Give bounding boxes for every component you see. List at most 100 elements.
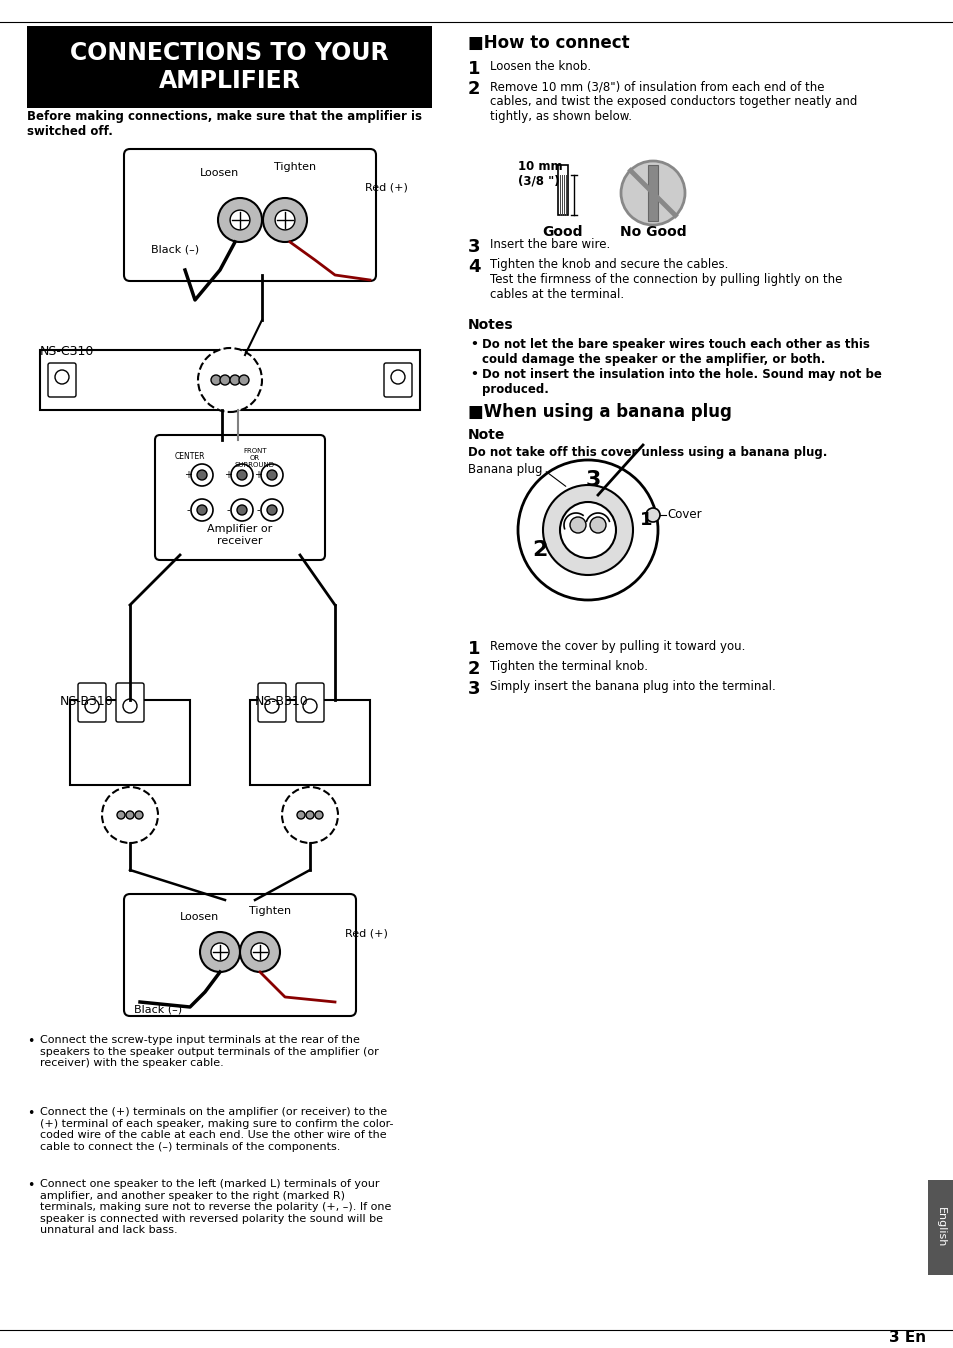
Text: Black (–): Black (–) [133,1006,182,1015]
Text: 10 mm
(3/8 "): 10 mm (3/8 ") [517,160,562,187]
Circle shape [85,700,99,713]
Circle shape [261,499,283,520]
Circle shape [391,369,405,384]
Text: Good: Good [542,225,582,239]
Text: +: + [184,470,192,480]
Bar [27,26,432,108]
Circle shape [517,460,658,600]
Text: ■How to connect: ■How to connect [468,34,629,53]
Text: Banana plug: Banana plug [468,464,542,476]
Text: CONNECTIONS TO YOUR
AMPLIFIER: CONNECTIONS TO YOUR AMPLIFIER [71,40,389,93]
Text: -: - [226,506,230,515]
Text: Connect one speaker to the left (marked L) terminals of your
amplifier, and anot: Connect one speaker to the left (marked … [40,1180,391,1235]
FancyBboxPatch shape [154,435,325,559]
Circle shape [191,499,213,520]
Text: •: • [27,1107,34,1120]
FancyBboxPatch shape [384,363,412,398]
Text: Tighten: Tighten [274,162,315,173]
Circle shape [303,700,316,713]
Circle shape [236,470,247,480]
Text: 2: 2 [468,661,480,678]
Circle shape [267,470,276,480]
Circle shape [135,811,143,820]
Text: Connect the screw-type input terminals at the rear of the
speakers to the speake: Connect the screw-type input terminals a… [40,1035,378,1068]
Circle shape [200,931,240,972]
Circle shape [196,470,207,480]
Circle shape [126,811,133,820]
Text: Loosen: Loosen [180,913,219,922]
Circle shape [211,375,221,386]
Text: Tighten the knob and secure the cables.
Test the firmness of the connection by p: Tighten the knob and secure the cables. … [490,257,841,301]
Text: 1: 1 [468,640,480,658]
Text: 3: 3 [468,679,480,698]
Circle shape [218,198,262,243]
Circle shape [198,348,262,412]
Circle shape [306,811,314,820]
Circle shape [569,518,585,532]
Circle shape [211,944,229,961]
Circle shape [231,464,253,487]
Bar [647,164,658,221]
Text: •: • [470,338,477,350]
Text: -: - [256,506,259,515]
Text: •: • [27,1180,34,1192]
Text: Loosen the knob.: Loosen the knob. [490,61,591,73]
Text: Red (+): Red (+) [345,927,388,938]
Text: Before making connections, make sure that the amplifier is
switched off.: Before making connections, make sure tha… [27,111,421,137]
Circle shape [559,501,616,558]
Text: 3: 3 [585,470,600,491]
Bar [558,164,567,214]
Text: Connect the (+) terminals on the amplifier (or receiver) to the
(+) terminal of : Connect the (+) terminals on the amplifi… [40,1107,393,1151]
Text: Loosen: Loosen [200,168,239,178]
Text: Do not let the bare speaker wires touch each other as this
could damage the spea: Do not let the bare speaker wires touch … [481,338,869,367]
Text: Do not insert the insulation into the hole. Sound may not be
produced.: Do not insert the insulation into the ho… [481,368,881,396]
Text: 1: 1 [639,511,652,528]
Text: FRONT
OR
SURROUND: FRONT OR SURROUND [234,448,274,468]
FancyBboxPatch shape [48,363,76,398]
Text: NS-C310: NS-C310 [40,345,94,359]
Text: +: + [253,470,262,480]
Circle shape [230,375,240,386]
Text: Black (–): Black (–) [151,245,199,255]
Text: No Good: No Good [619,225,685,239]
Circle shape [267,506,276,515]
Circle shape [265,700,278,713]
FancyBboxPatch shape [124,894,355,1016]
Circle shape [231,499,253,520]
Circle shape [220,375,230,386]
Text: •: • [470,368,477,381]
Circle shape [191,464,213,487]
Text: Remove the cover by pulling it toward you.: Remove the cover by pulling it toward yo… [490,640,744,652]
Text: 3: 3 [468,239,480,256]
Text: •: • [27,1035,34,1047]
Text: Cover: Cover [666,508,700,522]
Circle shape [230,210,250,231]
Bar [40,350,419,410]
FancyBboxPatch shape [257,683,286,723]
Text: 2: 2 [532,541,547,559]
Bar [70,700,190,785]
Text: 4: 4 [468,257,480,276]
Circle shape [239,375,249,386]
Circle shape [645,508,659,522]
Text: Tighten: Tighten [249,906,291,917]
Circle shape [263,198,307,243]
Circle shape [296,811,305,820]
Circle shape [236,506,247,515]
Circle shape [240,931,280,972]
Circle shape [102,787,158,842]
Circle shape [117,811,125,820]
Text: NS-B310: NS-B310 [254,696,309,708]
Circle shape [542,485,633,576]
Text: Simply insert the banana plug into the terminal.: Simply insert the banana plug into the t… [490,679,775,693]
Text: ■When using a banana plug: ■When using a banana plug [468,403,731,421]
Bar [250,700,370,785]
Circle shape [55,369,69,384]
FancyBboxPatch shape [295,683,324,723]
Text: Insert the bare wire.: Insert the bare wire. [490,239,610,251]
Text: English: English [935,1208,945,1248]
Text: Red (+): Red (+) [365,183,408,193]
Circle shape [196,506,207,515]
Text: +: + [224,470,232,480]
Text: 2: 2 [468,80,480,98]
